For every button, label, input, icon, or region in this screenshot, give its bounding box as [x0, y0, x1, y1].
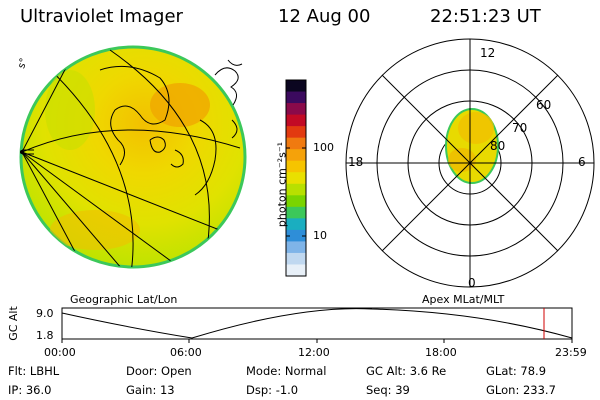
mlat-label-70: 70	[512, 121, 528, 135]
status-flt: Flt: LBHL	[8, 364, 60, 378]
colorbar-band	[286, 160, 306, 173]
strip-xtick-2359: 23:59	[555, 346, 587, 359]
status-door: Door: Open	[126, 364, 192, 378]
strip-xtick-1800: 18:00	[425, 346, 457, 359]
status-glat: GLat: 78.9	[486, 364, 547, 378]
earth-disc	[19, 45, 247, 269]
status-gcalt: GC Alt: 3.6 Re	[366, 364, 447, 378]
colorbar-unit-label: photon cm⁻²s⁻¹	[275, 141, 289, 228]
status-ip: IP: 36.0	[8, 383, 52, 397]
colorbar-band	[286, 103, 306, 116]
status-flt-value: LBHL	[29, 364, 60, 378]
status-gain-value: 13	[159, 383, 175, 397]
status-dsp-value: -1.0	[275, 383, 299, 397]
strip-xtick-0600: 06:00	[170, 346, 202, 359]
mlt-label-18: 18	[348, 155, 364, 169]
mlt-label-0: 0	[468, 276, 476, 290]
colorbar-band	[286, 195, 306, 208]
colorbar-band	[286, 183, 306, 196]
polar-panel-label: Apex MLat/MLT	[422, 293, 505, 306]
status-glat-value: 78.9	[520, 364, 547, 378]
status-glon: GLon: 233.7	[486, 383, 556, 397]
colorbar-band	[286, 114, 306, 127]
colorbar-band	[286, 80, 306, 93]
status-ip-value: 36.0	[25, 383, 52, 397]
strip-ytick-9: 9.0	[36, 307, 54, 320]
mlt-label-12: 12	[480, 46, 496, 60]
status-mode-value: Normal	[284, 364, 327, 378]
colorbar-band	[286, 218, 306, 231]
colorbar-tick-10: 10	[313, 229, 327, 242]
colorbar-band	[286, 252, 306, 266]
status-glon-value: 233.7	[522, 383, 556, 397]
colorbar-tick-100: 100	[313, 141, 334, 154]
status-seq: Seq: 39	[366, 383, 410, 397]
date-label: 12 Aug 00	[278, 6, 371, 27]
status-gain: Gain: 13	[126, 383, 175, 397]
colorbar-band	[286, 91, 306, 104]
colorbar-band	[286, 172, 306, 185]
status-door-value: Open	[160, 364, 192, 378]
status-dsp: Dsp: -1.0	[246, 383, 299, 397]
status-gcalt-value: 3.6 Re	[409, 364, 447, 378]
colorbar-band	[286, 229, 306, 243]
status-mode: Mode: Normal	[246, 364, 327, 378]
mlat-label-60: 60	[536, 98, 552, 112]
strip-ytick-1-8: 1.8	[36, 329, 54, 342]
mlt-label-6: 6	[578, 155, 586, 169]
colorbar-band	[286, 206, 306, 219]
status-seq-value: 39	[395, 383, 410, 397]
strip-xtick-1200: 12:00	[298, 346, 330, 359]
mlat-label-80: 80	[490, 139, 506, 153]
strip-ylabel: GC Alt	[6, 306, 20, 341]
time-label: 22:51:23 UT	[430, 6, 541, 27]
strip-xtick-0000: 00:00	[44, 346, 76, 359]
geo-panel-label: Geographic Lat/Lon	[70, 293, 178, 306]
colorbar-band	[286, 149, 306, 162]
colorbar-band	[286, 264, 306, 277]
colorbar-band	[286, 137, 306, 150]
instrument-title: Ultraviolet Imager	[20, 6, 183, 27]
corner-label: s°	[16, 56, 31, 71]
colorbar-band	[286, 241, 306, 254]
colorbar-band	[286, 126, 306, 139]
